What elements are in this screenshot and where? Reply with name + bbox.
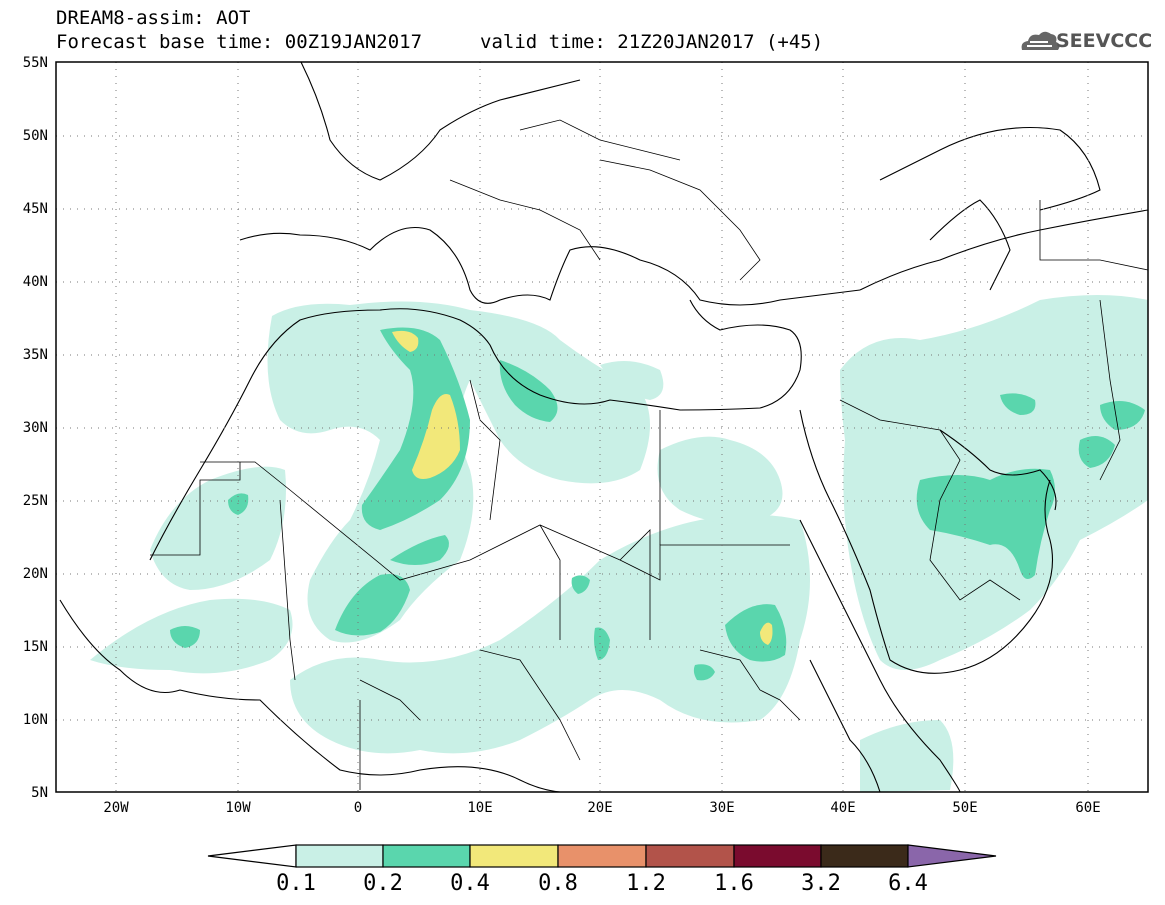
coastlines	[59, 62, 1148, 792]
colorbar-swatch	[820, 844, 909, 868]
colorbar-swatch	[557, 844, 647, 868]
colorbar-swatch	[469, 844, 559, 868]
colorbar-label: 1.6	[714, 871, 754, 896]
colorbar-low-arrow	[207, 844, 297, 868]
colorbar-label: 3.2	[801, 871, 841, 896]
lat-axis: 55N 50N 45N 40N 35N 30N 25N 20N 15N 10N …	[23, 55, 48, 801]
lon-tick-label: 0	[354, 800, 362, 816]
title-line-1: DREAM8-assim: AOT	[56, 7, 251, 29]
lon-tick-label: 30E	[709, 800, 734, 816]
lon-tick-label: 50E	[952, 800, 977, 816]
lon-tick-label: 10E	[467, 800, 492, 816]
lat-tick-label: 45N	[23, 201, 48, 217]
lat-tick-label: 55N	[23, 55, 48, 71]
logo-text: SEEVCCC	[1056, 30, 1153, 52]
lon-tick-label: 20W	[103, 800, 129, 816]
colorbar-swatch	[382, 844, 471, 868]
lon-tick-label: 40E	[830, 800, 855, 816]
lat-tick-label: 50N	[23, 128, 48, 144]
colorbar-swatch	[645, 844, 735, 868]
colorbar-label: 0.2	[363, 871, 403, 896]
lat-tick-label: 35N	[23, 347, 48, 363]
lat-tick-label: 10N	[23, 712, 48, 728]
colorbar-label: 0.4	[450, 871, 490, 896]
title-valid-time: valid time: 21Z20JAN2017 (+45)	[480, 31, 824, 53]
lat-tick-label: 20N	[23, 566, 48, 582]
lat-tick-label: 15N	[23, 639, 48, 655]
colorbar-high-arrow	[907, 844, 997, 868]
lat-tick-label: 30N	[23, 420, 48, 436]
cloud-icon	[1021, 31, 1060, 50]
lon-axis: 20W 10W 0 10E 20E 30E 40E 50E 60E	[103, 800, 1100, 816]
lat-tick-label: 25N	[23, 493, 48, 509]
aot-field	[90, 295, 1148, 792]
colorbar-label: 6.4	[888, 871, 928, 896]
colorbar-swatch	[295, 844, 384, 868]
lat-tick-label: 5N	[31, 785, 48, 801]
gridlines	[56, 62, 1148, 792]
colorbar-label: 0.1	[276, 871, 316, 896]
colorbar-swatch	[733, 844, 822, 868]
lon-tick-label: 20E	[587, 800, 612, 816]
lon-tick-label: 10W	[225, 800, 251, 816]
colorbar	[207, 844, 997, 868]
map-frame	[55, 61, 1149, 793]
colorbar-label: 1.2	[626, 871, 666, 896]
title-base-time: Forecast base time: 00Z19JAN2017	[56, 31, 423, 53]
lon-tick-label: 60E	[1075, 800, 1100, 816]
country-borders	[150, 119, 1148, 790]
lat-tick-label: 40N	[23, 274, 48, 290]
colorbar-label: 0.8	[538, 871, 578, 896]
